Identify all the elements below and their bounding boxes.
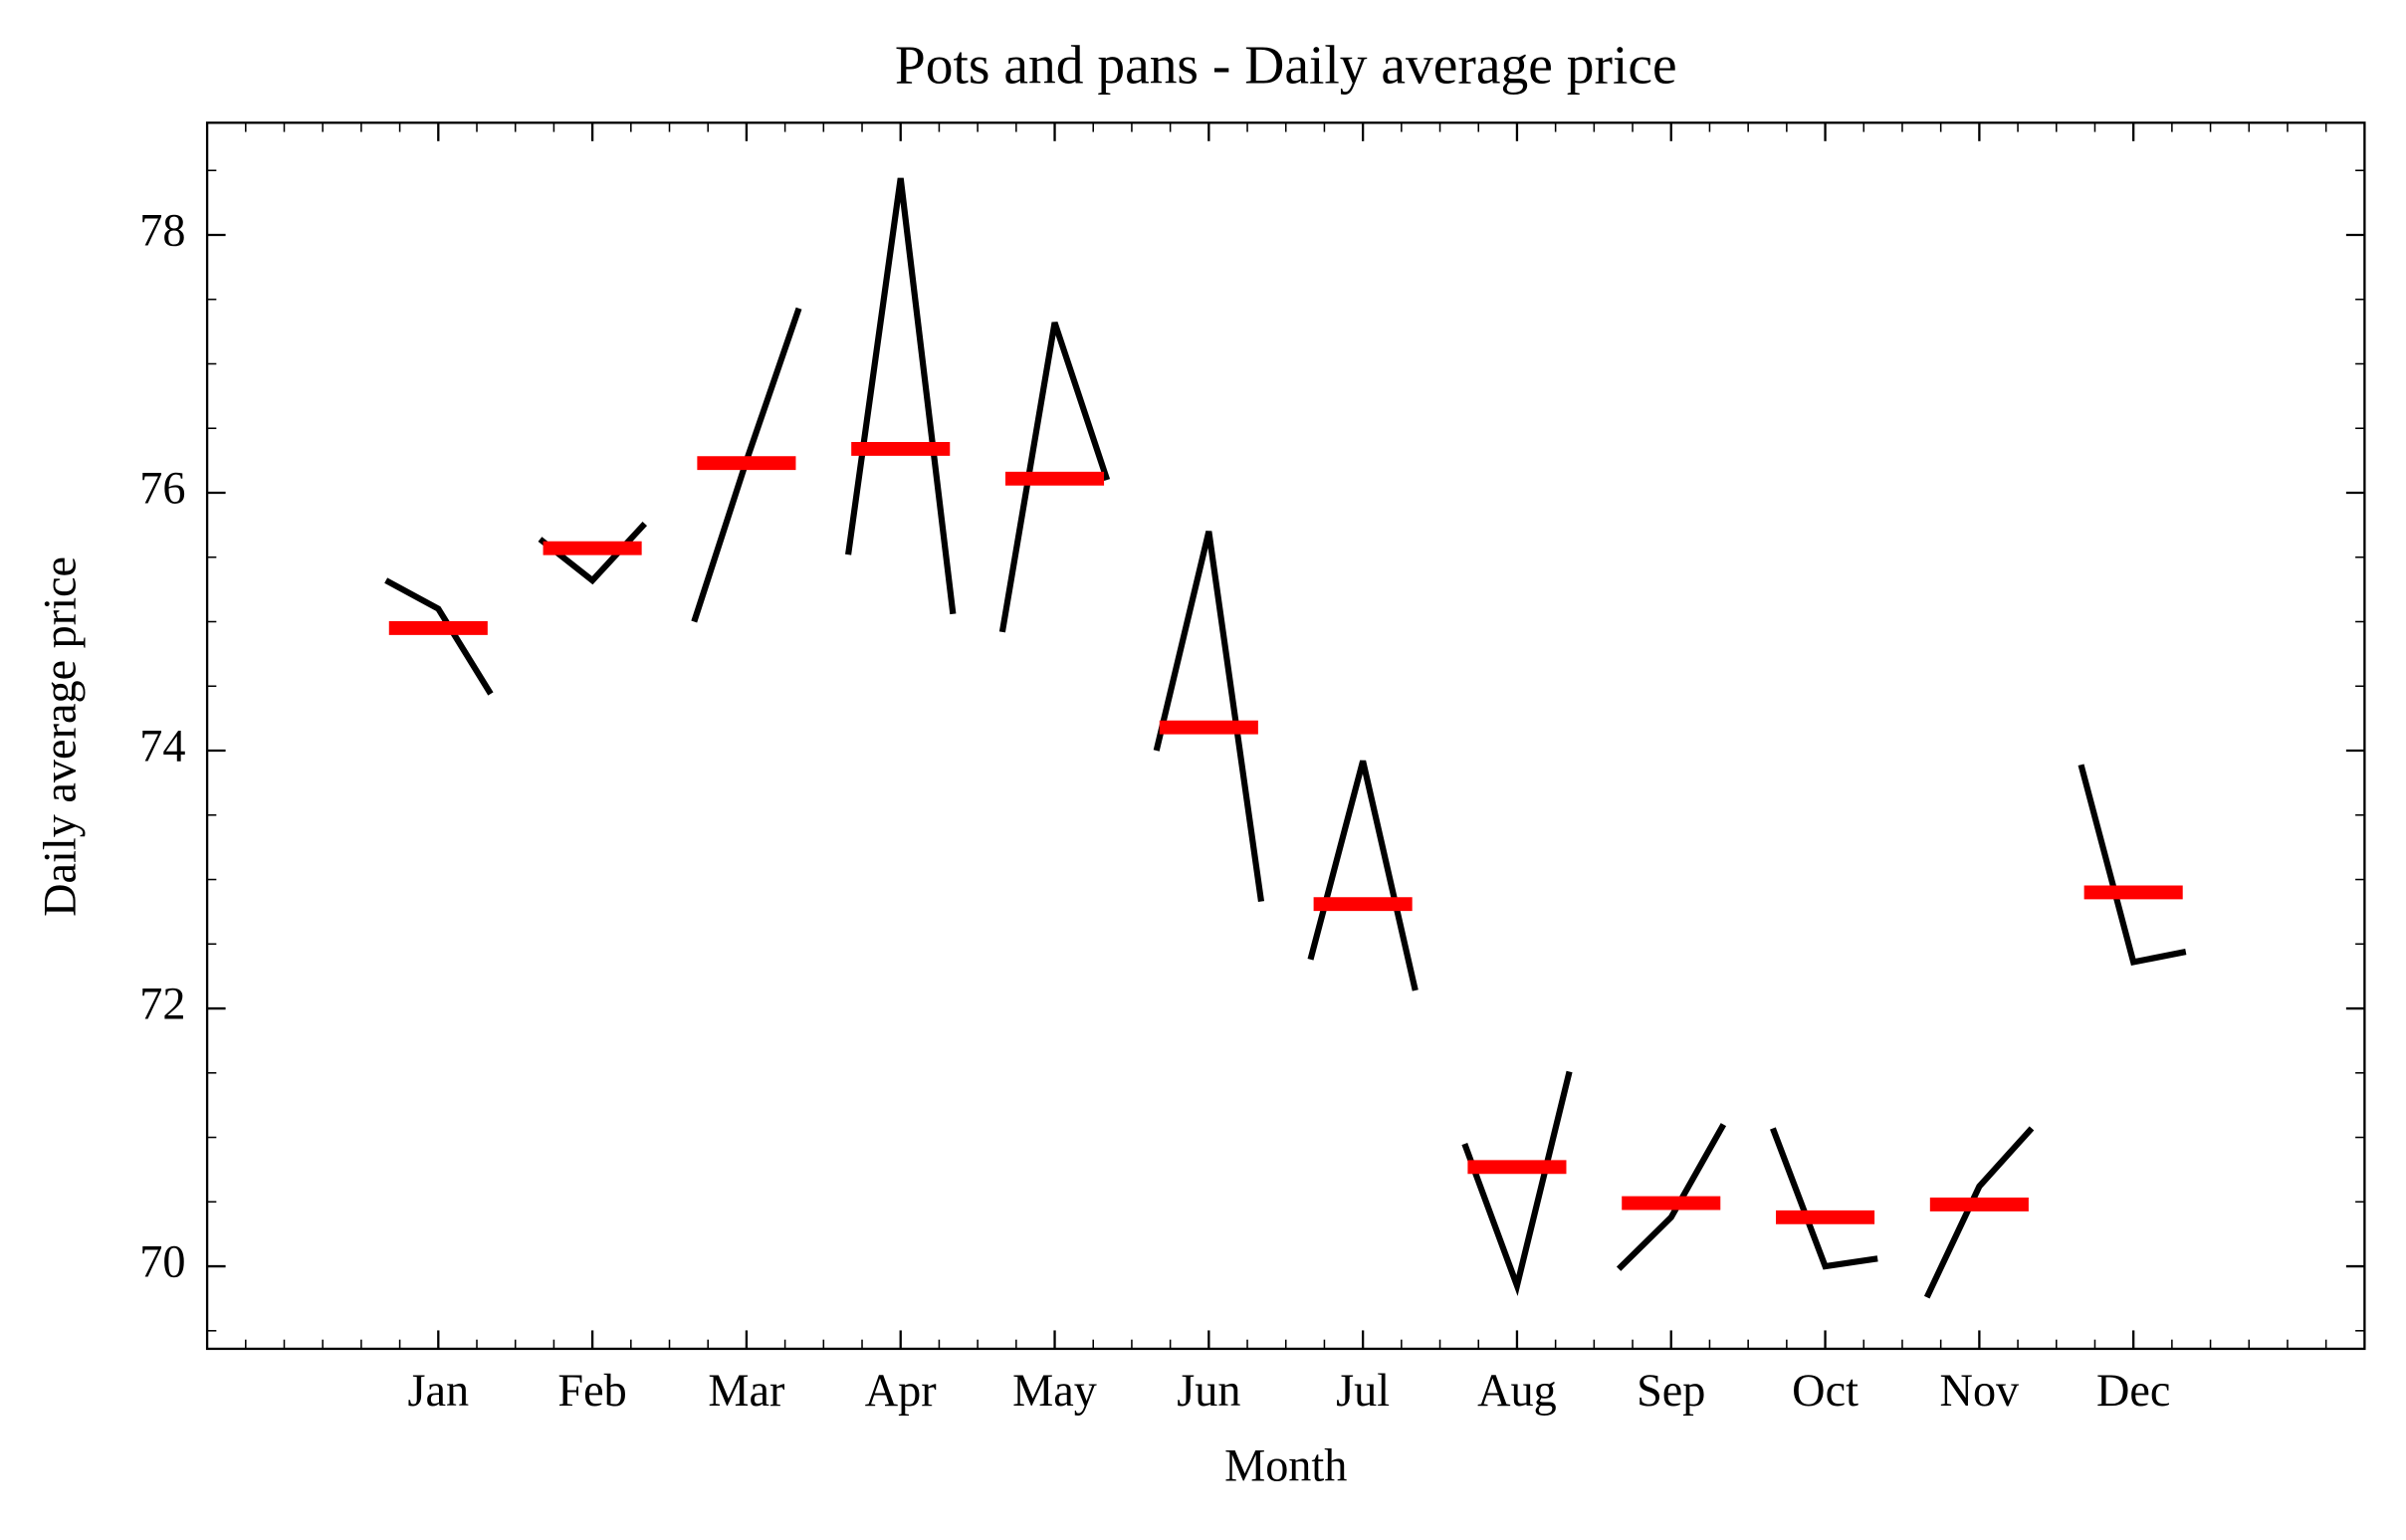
y-tick-label: 72 [139,980,185,1030]
month-line [384,577,494,696]
month-line [1153,531,1265,902]
plot-frame [205,121,2366,1351]
x-axis-label: Month [1224,1440,1347,1491]
x-tick-label: Apr [865,1366,937,1417]
month-line [1461,1070,1573,1296]
x-tick-label: Dec [2096,1366,2170,1417]
y-tick-label: 70 [139,1237,185,1288]
x-tick-label: Jul [1336,1366,1390,1417]
y-tick-label: 78 [139,206,185,257]
month-line [1307,760,1419,991]
y-axis-label: Daily average price [35,556,86,917]
chart-title: Pots and pans - Daily average price [895,36,1677,97]
x-tick-label: Oct [1792,1366,1859,1417]
x-tick-label: Jan [407,1366,469,1417]
x-tick-label: Jun [1177,1366,1240,1417]
month-line [1770,1127,1878,1270]
y-tick-label: 74 [139,722,185,772]
month-line [845,177,957,615]
x-tick-label: Sep [1637,1366,1705,1417]
month-line [998,322,1111,633]
x-tick-label: Aug [1477,1366,1557,1417]
month-line [1616,1123,1727,1271]
month-line [1923,1126,2035,1299]
x-tick-label: Mar [708,1366,784,1417]
x-tick-label: Feb [557,1366,626,1417]
month-line [2078,764,2187,966]
x-tick-label: May [1012,1366,1097,1417]
x-tick-label: Nov [1940,1366,2021,1417]
y-tick-label: 76 [139,464,185,515]
